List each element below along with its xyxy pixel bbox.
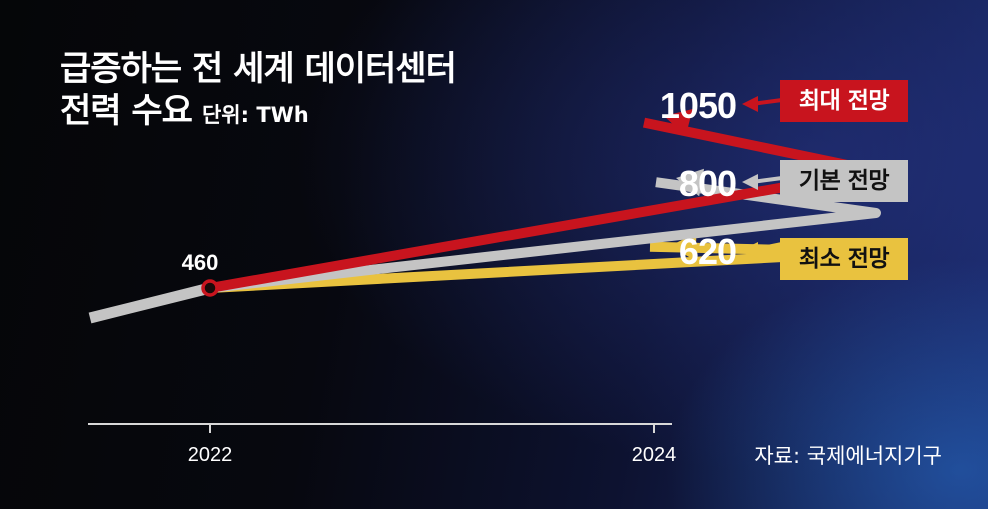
unit-label: 단위: TWh — [201, 103, 309, 127]
legend-connector-arrow-min — [742, 242, 758, 258]
end-value-label-min: 620 — [679, 231, 736, 272]
series-arrowhead-base — [676, 168, 705, 197]
history-line — [88, 282, 212, 324]
title-line-2: 전력 수요 — [60, 91, 193, 131]
series-arrowhead-max — [664, 108, 693, 137]
legend-connector-arrow-base — [742, 174, 758, 190]
series-arrowhead-min — [670, 232, 697, 261]
x-tick-label: 2024 — [632, 444, 677, 466]
end-value-label-max: 1050 — [660, 85, 736, 126]
start-point-marker — [201, 279, 219, 297]
x-tick-label: 2022 — [188, 444, 233, 466]
title-line-1: 급증하는 전 세계 데이터센터 — [60, 49, 457, 89]
legend-connector-arrow-max — [742, 96, 758, 112]
series-line-max — [209, 117, 881, 293]
start-value-label: 460 — [182, 250, 219, 275]
legend-box-min: 최소 전망 — [780, 238, 908, 280]
end-value-label-base: 800 — [679, 163, 736, 204]
source-note: 자료: 국제에너지기구 — [754, 444, 942, 468]
chart-title: 급증하는 전 세계 데이터센터 전력 수요 단위: TWh — [60, 48, 457, 136]
legend-box-base: 기본 전망 — [780, 160, 908, 202]
legend-box-max: 최대 전망 — [780, 80, 908, 122]
